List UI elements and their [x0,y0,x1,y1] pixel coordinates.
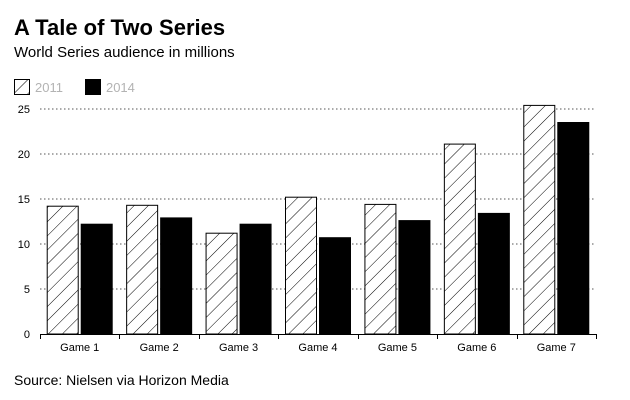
legend: 2011 2014 [14,78,157,96]
hatched-swatch-icon [14,79,30,95]
x-tick-label: Game 3 [219,342,258,354]
x-axis-ticks: Game 1 Game 2 Game 3 Game 4 Game 5 Game 6 Game… [60,342,576,354]
x-tick-label: Game 6 [457,342,496,354]
x-tick-label: Game 7 [537,342,576,354]
bar-2014-game-1 [80,223,113,335]
bar-2014-game-3 [239,223,272,335]
chart-subtitle: World Series audience in millions [14,44,235,61]
y-tick-label: 0 [24,329,30,341]
bar-2014-game-7 [557,122,590,335]
chart-title: A Tale of Two Series [14,15,226,40]
y-tick-label: 20 [18,149,30,161]
bar-2011-game-1 [46,205,79,335]
legend-item-2011: 2011 [14,79,63,95]
y-tick-label: 5 [24,284,30,296]
x-tick-label: Game 2 [140,342,179,354]
bar-2011-game-3 [205,232,238,335]
x-tick-label: Game 1 [60,342,99,354]
bar-2011-game-6 [443,143,476,335]
solid-swatch-icon [84,79,101,95]
y-tick-label: 10 [18,239,30,251]
bar-2014-game-6 [477,212,510,335]
bar-2014-game-5 [398,220,431,335]
bar-2011-game-4 [285,196,317,335]
legend-label-2014: 2014 [105,79,135,95]
x-tick-label: Game 5 [378,342,417,354]
gridlines [40,108,596,290]
bars [46,104,590,335]
x-tick-label: Game 4 [298,342,337,354]
legend-item-2014: 2014 [84,79,135,95]
y-axis-ticks: 0 5 10 15 20 25 [18,104,30,341]
y-tick-label: 15 [18,194,30,206]
bar-2011-game-7 [523,104,556,335]
bar-2014-game-2 [160,217,193,335]
bar-2014-game-4 [319,237,351,335]
y-tick-label: 25 [18,104,30,116]
legend-label-2011: 2011 [35,79,63,95]
source-note: Source: Nielsen via Horizon Media [14,372,229,388]
bar-2011-game-2 [126,204,159,335]
bar-2011-game-5 [364,203,397,335]
x-axis [40,334,597,339]
